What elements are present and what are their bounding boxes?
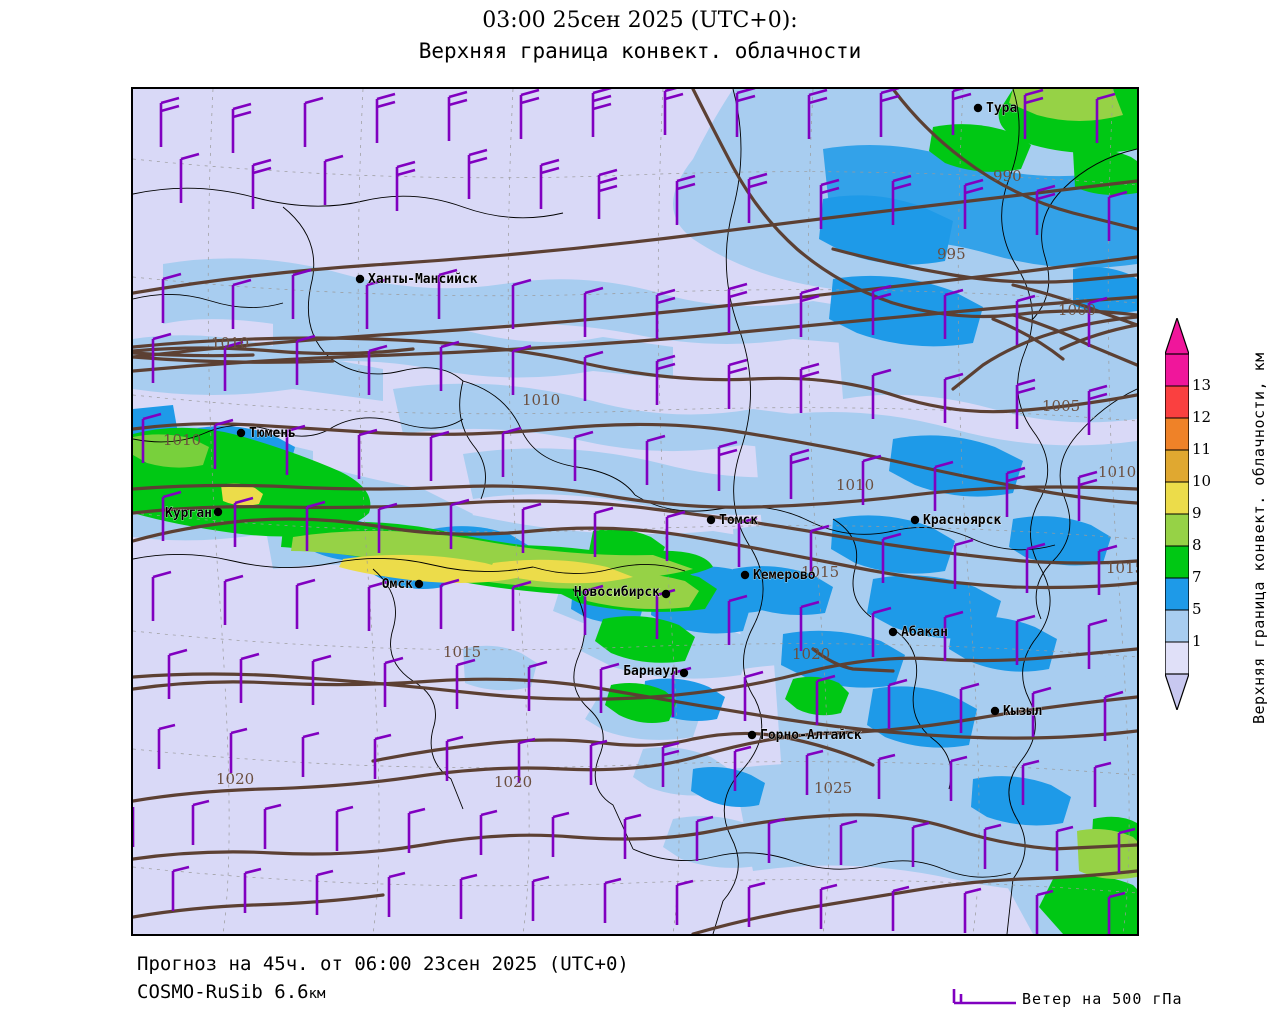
colorbar-band [1164, 577, 1190, 611]
colorbar-tick: 5 [1192, 600, 1202, 618]
city-label: Омск [382, 577, 413, 592]
city-dot [747, 730, 757, 740]
isobar-label: 1020 [792, 645, 830, 663]
colorbar-tick: 12 [1192, 408, 1212, 426]
colorbar-band [1164, 417, 1190, 451]
colorbar-tick: 11 [1192, 440, 1212, 458]
colorbar-band [1164, 513, 1190, 547]
city-label: Новосибирск [574, 585, 660, 600]
weather-map[interactable]: 990 995 1000 1005 1010 1015 1010 1010 1010 1010 10… [131, 87, 1139, 936]
colorbar[interactable] [1164, 317, 1190, 712]
colorbar-band [1164, 545, 1190, 579]
city-dot [213, 507, 223, 517]
isobar-label: 1010 [522, 391, 560, 409]
colorbar-band [1164, 609, 1190, 643]
colorbar-svg [1164, 317, 1190, 712]
wind-legend-label: Ветер на 500 гПа [1022, 990, 1183, 1008]
isobar-label: 990 [993, 167, 1022, 185]
colorbar-tick: 8 [1192, 536, 1202, 554]
isobar-label: 995 [937, 245, 966, 263]
city-dot [910, 515, 920, 525]
city-label: Томск [719, 513, 758, 528]
forecast-info: Прогноз на 45ч. от 06:00 23сен 2025 (UTC… [137, 953, 629, 975]
wind-barb-legend-icon [952, 989, 1016, 1005]
isobar-label: 1010 [1098, 463, 1136, 481]
city-dot [679, 668, 689, 678]
colorbar-tick: 1 [1192, 632, 1202, 650]
model-name: COSMO-RuSib 6.6 [137, 981, 309, 1003]
title-datetime: 03:00 25сен 2025 (UTC+0): [482, 8, 798, 33]
city-dot [236, 428, 246, 438]
isobar-label: 1010 [211, 334, 249, 352]
isobar-label: 1020 [216, 770, 254, 788]
colorbar-under-arrow [1165, 674, 1189, 710]
city-dot [740, 570, 750, 580]
city-label: Курган [165, 506, 212, 521]
isobar-label: 1005 [1042, 397, 1080, 415]
model-info: COSMO-RuSib 6.6км [137, 978, 629, 1008]
city-label: Барнаул [623, 664, 678, 679]
isobar-label: 1010 [836, 476, 874, 494]
city-dot [888, 627, 898, 637]
city-label: Горно-Алтайск [760, 728, 862, 743]
city-label: Абакан [901, 625, 948, 640]
city-label: Ханты-Мансийск [368, 272, 478, 287]
colorbar-over-arrow [1165, 318, 1189, 354]
colorbar-band [1164, 385, 1190, 419]
colorbar-band [1164, 449, 1190, 483]
footer: Прогноз на 45ч. от 06:00 23сен 2025 (UTC… [137, 950, 629, 1008]
city-dot [990, 706, 1000, 716]
colorbar-axis-title-text: Верхняя граница конвект. облачности, км [1250, 352, 1268, 724]
isobar-labels: 990 995 1000 1005 1010 1015 1010 1010 1010 1010 10… [163, 167, 1137, 797]
city-dot [414, 579, 424, 589]
colorbar-tick: 9 [1192, 504, 1202, 522]
isobar-label: 1025 [814, 779, 852, 797]
isobar-label: 1000 [1058, 301, 1096, 319]
isobar-label: 1015 [1106, 559, 1137, 577]
isobar-label: 1015 [443, 643, 481, 661]
city-label: Красноярск [923, 513, 1001, 528]
colorbar-tick: 13 [1192, 376, 1212, 394]
colorbar-band [1164, 353, 1190, 387]
city-markers: Тура Ханты-Мансийск Тюмень Курган Омск Томск Н… [165, 101, 1043, 744]
map-canvas: 990 995 1000 1005 1010 1015 1010 1010 1010 1010 10… [133, 89, 1137, 934]
colorbar-tick-labels: 13 12 11 10 9 8 7 5 1 [1192, 318, 1226, 710]
city-label: Кызыл [1003, 704, 1042, 719]
administrative-borders [133, 89, 1137, 934]
colorbar-tick: 7 [1192, 568, 1202, 586]
city-label: Кемерово [753, 568, 816, 583]
isobars [133, 89, 1137, 934]
city-dot [661, 589, 671, 599]
colorbar-axis-title: Верхняя граница конвект. облачности, км [1228, 300, 1268, 730]
city-dot [973, 103, 983, 113]
colorbar-band [1164, 641, 1190, 675]
city-label: Тюмень [249, 426, 296, 441]
city-label: Тура [986, 101, 1017, 116]
colorbar-band [1164, 481, 1190, 515]
title-parameter: Верхняя граница конвект. облачности [418, 39, 862, 63]
isobar-label: 1020 [494, 773, 532, 791]
isobar-label: 1010 [163, 431, 201, 449]
chart-title-block: 03:00 25сен 2025 (UTC+0): Верхняя границ… [0, 6, 1280, 66]
city-dot [355, 274, 365, 284]
colorbar-tick: 10 [1192, 472, 1212, 490]
cloud-field-9km [221, 483, 633, 584]
model-resolution-unit: км [308, 986, 326, 1002]
isobar-label: 1015 [801, 563, 839, 581]
city-dot [706, 515, 716, 525]
wind-barbs [133, 89, 1136, 934]
